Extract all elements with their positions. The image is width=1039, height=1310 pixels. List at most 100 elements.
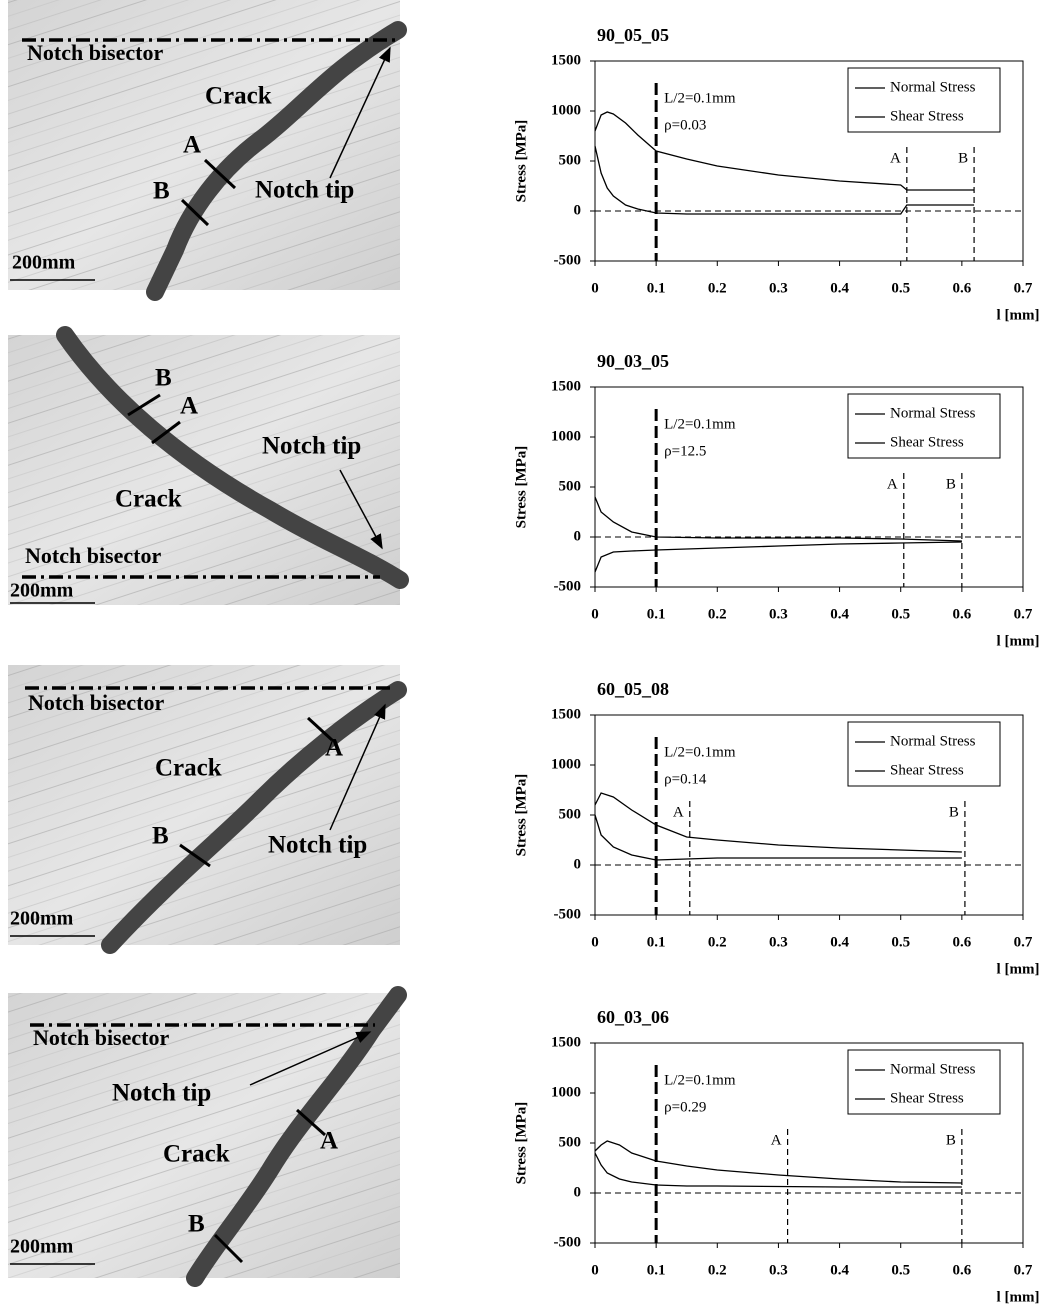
legend-label: Shear Stress [890,762,964,778]
y-tick-label: 0 [574,1184,582,1200]
crack [56,326,409,589]
y-tick-label: 1500 [551,1034,581,1050]
x-tick-label: 0.6 [952,280,971,296]
crack-label: Crack [163,1141,230,1168]
y-tick-label: 0 [574,202,582,218]
y-tick-label: 1500 [551,378,581,394]
crack [146,21,407,301]
notch-tip-arrow [249,1031,372,1086]
point-b-label: B [188,1211,205,1238]
series-line [594,111,975,191]
series-line [594,792,962,853]
notch-tip-arrow [329,703,386,831]
scale-label: 200mm [10,580,74,602]
y-tick-label: -500 [554,906,582,922]
x-tick-label: 0.2 [708,606,727,622]
point-b-tick [179,843,211,868]
rho-label: ρ=0.14 [664,771,707,787]
x-tick-label: 0.6 [952,934,971,950]
notch-tip-label: Notch tip [112,1080,211,1107]
series-line [594,1140,962,1184]
legend-label: Normal Stress [890,1061,976,1077]
x-tick-label: 0.5 [891,934,910,950]
l-half-label: L/2=0.1mm [664,416,736,432]
marker-label: A [890,150,901,166]
micrograph-texture [8,0,400,290]
y-tick-label: 1000 [551,1084,581,1100]
series-line [594,496,962,542]
x-tick-label: 0.7 [1014,934,1033,950]
rho-label: ρ=0.29 [664,1099,706,1115]
y-tick-label: 500 [559,806,582,822]
x-tick-label: 0.4 [830,934,849,950]
point-a-label: A [180,393,198,420]
legend [847,1049,1001,1115]
notch-bisector-label: Notch bisector [33,1025,169,1050]
chart-title: 60_05_08 [597,679,669,699]
x-axis-label: l [mm] [997,1289,1039,1305]
crack-label: Crack [155,755,222,782]
chart-title: 90_05_05 [597,25,669,45]
x-tick-label: 0.3 [769,934,788,950]
marker-label: A [673,804,684,820]
scale-label: 200mm [10,908,74,930]
x-tick-label: 0.3 [769,280,788,296]
y-axis-label: Stress [MPa] [513,120,529,203]
point-a-tick [296,1108,326,1137]
legend-label: Normal Stress [890,405,976,421]
y-axis-label: Stress [MPa] [513,446,529,529]
marker-label: A [887,476,898,492]
crack-label: Crack [205,83,272,110]
x-tick-label: 0 [591,606,599,622]
crack-label: Crack [115,486,182,513]
x-tick-label: 0.2 [708,934,727,950]
chart-title: 90_03_05 [597,351,669,371]
x-tick-label: 0.2 [708,1262,727,1278]
rho-label: ρ=12.5 [664,443,706,459]
x-tick-label: 0.3 [769,606,788,622]
x-tick-label: 0.7 [1014,606,1033,622]
legend-label: Normal Stress [890,733,976,749]
legend [847,721,1001,787]
legend [847,67,1001,133]
y-tick-label: 1000 [551,102,581,118]
point-a-label: A [183,132,201,159]
notch-tip-label: Notch tip [262,433,361,460]
x-tick-label: 0.1 [647,606,666,622]
l-half-label: L/2=0.1mm [664,90,736,106]
y-tick-label: 500 [559,152,582,168]
notch-bisector-label: Notch bisector [28,690,164,715]
x-tick-label: 0.6 [952,606,971,622]
x-tick-label: 0 [591,934,599,950]
x-tick-label: 0.5 [891,606,910,622]
marker-label: B [949,804,959,820]
micrograph-texture [8,665,400,945]
marker-label: B [958,150,968,166]
y-tick-label: -500 [554,252,582,268]
x-tick-label: 0.5 [891,1262,910,1278]
series-line [594,814,962,861]
chart-title: 60_03_06 [597,1007,669,1027]
y-tick-label: 500 [559,1134,582,1150]
point-a-tick [151,420,181,445]
series-line [594,541,962,573]
x-tick-label: 0.4 [830,280,849,296]
legend-label: Shear Stress [890,108,964,124]
x-tick-label: 0 [591,1262,599,1278]
y-tick-label: 500 [559,478,582,494]
marker-label: A [771,1132,782,1148]
point-a-label: A [325,735,343,762]
point-a-tick [306,716,334,742]
x-tick-label: 0.3 [769,1262,788,1278]
legend-label: Normal Stress [890,79,976,95]
notch-bisector-label: Notch bisector [25,543,161,568]
legend-label: Shear Stress [890,1090,964,1106]
micrograph-texture [8,993,400,1278]
crack [186,986,407,1287]
l-half-label: L/2=0.1mm [664,744,736,760]
x-axis-label: l [mm] [997,307,1039,323]
legend [847,393,1001,459]
l-half-label: L/2=0.1mm [664,1072,736,1088]
y-tick-label: 1000 [551,756,581,772]
notch-bisector-label: Notch bisector [27,40,163,65]
